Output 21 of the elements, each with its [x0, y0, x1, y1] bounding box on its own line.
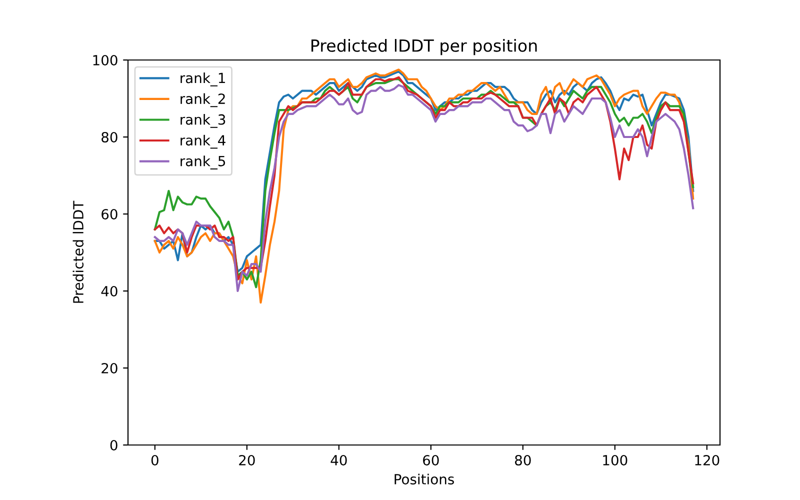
y-tick-label: 100 [93, 54, 118, 66]
legend-label: rank_2 [180, 93, 225, 108]
x-tick-label: 40 [330, 454, 347, 466]
chart-title: Predicted lDDT per position [311, 39, 537, 56]
x-tick-label: 20 [239, 454, 255, 466]
legend-label: rank_4 [180, 134, 226, 149]
y-tick-label: 80 [102, 132, 118, 142]
legend-label: rank_5 [180, 156, 226, 170]
x-tick-label: 120 [695, 454, 720, 466]
x-tick-label: 60 [423, 454, 439, 466]
x-tick-label: 100 [603, 454, 628, 466]
y-tick-label: 60 [102, 208, 118, 220]
x-axis-title: Positions [394, 474, 454, 484]
x-tick-label: 0 [151, 454, 158, 466]
x-tick-label: 80 [515, 454, 531, 466]
y-tick-label: 0 [110, 440, 118, 450]
y-axis-title: Predicted lDDT [72, 200, 84, 303]
y-tick-label: 20 [102, 362, 118, 374]
legend-label: rank_1 [180, 72, 225, 86]
y-tick-label: 40 [101, 286, 118, 296]
legend-label: rank_3 [180, 114, 226, 128]
